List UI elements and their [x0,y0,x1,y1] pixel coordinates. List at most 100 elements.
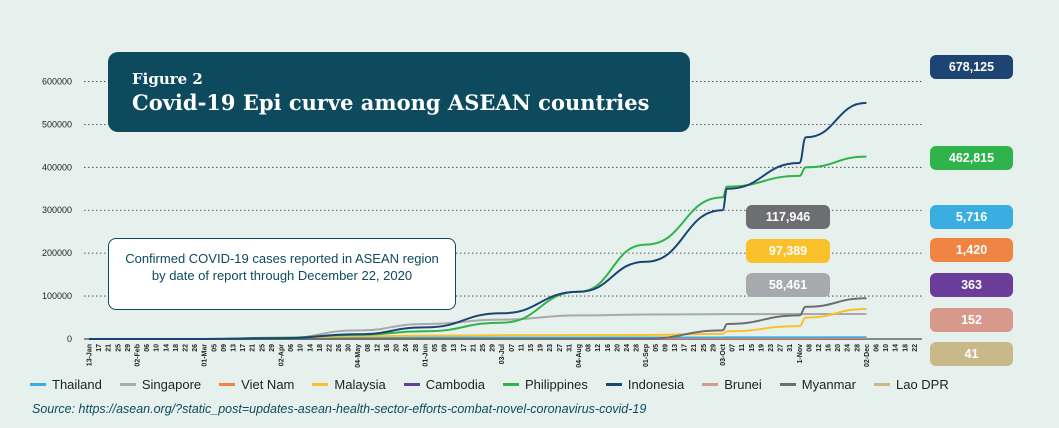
x-tick-label: 08 [586,344,593,352]
legend-label: Singapore [141,376,202,392]
x-tick-label: 22 [326,344,333,352]
legend-swatch [219,382,236,386]
x-tick-label: 01-Mar [202,344,209,367]
x-tick-label: 09 [221,344,228,352]
x-tick-label: 08 [365,344,372,352]
value-badge-myanmar: 117,946 [746,205,830,229]
x-tick-label: 16 [826,344,833,352]
x-tick-label: 21 [250,344,257,352]
x-tick-label: 24 [624,344,631,352]
x-tick-label: 20 [835,344,842,352]
legend-item-viet-nam: Viet Nam [219,377,294,392]
x-tick-label: 09 [442,344,449,352]
x-tick-label: 05 [653,344,660,352]
y-tick-label: 100000 [42,291,72,301]
x-tick-label: 1-Nov [797,344,804,364]
figure-label: Figure 2 [132,70,203,88]
x-tick-label: 09 [662,344,669,352]
x-tick-label: 20 [394,344,401,352]
legend-label: Viet Nam [241,376,295,392]
value-badge-vietnam: 1,420 [930,238,1013,262]
legend-swatch [605,382,622,386]
x-tick-label: 05 [211,344,218,352]
x-tick-label: 15 [528,344,535,352]
x-tick-label: 03-Jul [499,344,506,364]
x-tick-label: 24 [845,344,852,352]
value-badge-laos: 41 [930,342,1013,366]
legend-label: Cambodia [425,376,485,392]
x-tick-label: 21 [106,344,113,352]
value-badge-philippines: 462,815 [930,146,1013,170]
x-tick-label: 21 [691,344,698,352]
legend-item-lao-dpr: Lao DPR [873,376,949,392]
legend-swatch [403,382,420,386]
y-tick-label: 500000 [42,119,72,129]
value-badge-malaysia: 97,389 [746,239,830,263]
figure-title: Covid-19 Epi curve among ASEAN countries [132,90,650,115]
legend-label: Lao DPR [895,376,949,392]
value-badge-thailand: 5,716 [930,205,1013,229]
x-tick-label: 17 [461,344,468,352]
x-tick-label: 29 [490,344,497,352]
legend-label: Indonesia [627,376,685,392]
x-tick-label: 06 [874,344,881,352]
series-line-indonesia [89,101,867,340]
y-tick-label: 200000 [42,248,72,258]
x-tick-label: 10 [883,344,890,352]
x-tick-label: 14 [307,344,314,352]
legend-swatch [702,382,719,386]
x-tick-label: 15 [749,344,756,352]
x-tick-label: 19 [538,344,545,352]
x-tick-label: 13 [451,344,458,352]
x-tick-label: 25 [701,344,708,352]
legend-label: Thailand [52,376,102,392]
x-tick-label: 06 [144,344,151,352]
chart-legend: Thailand Singapore Viet Nam Malaysia Cambodi… [30,376,1049,392]
legend-item-indonesia: Indonesia [605,376,685,392]
x-tick-label: 23 [768,344,775,352]
legend-item-brunei: Brunei [702,377,762,392]
legend-item-myanmar: Myanmar [779,377,856,392]
value-badge-brunei: 152 [930,308,1013,332]
x-tick-label: 29 [710,344,717,352]
x-tick-label: 01-Jun [422,344,429,367]
x-tick-label: 03-Oct [720,343,727,365]
x-tick-label: 23 [547,344,554,352]
x-tick-label: 13 [230,344,237,352]
x-tick-label: 22 [182,344,189,352]
x-tick-label: 07 [509,344,516,352]
legend-label: Brunei [724,376,762,392]
legend-item-malaysia: Malaysia [312,377,386,392]
legend-swatch [312,382,329,386]
x-tick-label: 10 [154,344,161,352]
x-tick-label: 21 [470,344,477,352]
y-tick-label: 400000 [42,162,72,172]
x-tick-label: 12 [374,344,381,352]
legend-label: Philippines [524,376,588,392]
x-tick-label: 04-Aug [576,344,583,368]
legend-swatch [30,382,46,386]
legend-swatch [119,382,136,386]
x-tick-label: 01-Sep [643,344,650,367]
x-tick-label: 25 [259,344,266,352]
x-tick-label: 14 [893,344,900,352]
x-tick-label: 20 [614,344,621,352]
value-badge-singapore: 58,461 [746,273,830,297]
x-tick-label: 06 [288,344,295,352]
legend-item-singapore: Singapore [119,376,202,392]
x-tick-label: 17 [96,344,103,352]
x-tick-label: 04-May [355,344,362,368]
y-tick-label: 0 [67,334,72,344]
x-tick-label: 02-Apr [278,344,285,366]
x-tick-label: 08 [806,344,813,352]
x-tick-label: 10 [298,344,305,352]
x-tick-label: 28 [413,344,420,352]
x-tick-label: 28 [634,344,641,352]
x-tick-label: 31 [566,344,573,352]
x-tick-label: 24 [403,344,410,352]
source-note: Source: https://asean.org/?static_post=u… [32,402,647,416]
x-tick-label: 12 [595,344,602,352]
x-tick-label: 13-Jan [87,344,94,366]
x-tick-label: 31 [787,344,794,352]
x-tick-label: 02-Dec [864,344,871,367]
